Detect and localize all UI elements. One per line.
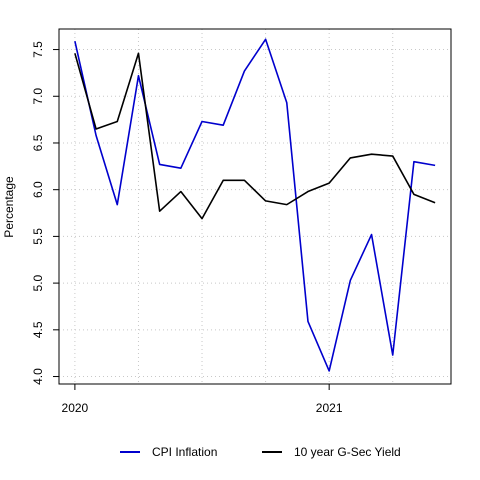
legend-label: CPI Inflation [152,445,217,459]
x-tick-label: 2021 [316,401,343,415]
legend-label: 10 year G-Sec Yield [294,445,401,459]
y-tick-label: 7.0 [31,88,45,105]
y-tick-label: 4.0 [31,368,45,385]
series-line-cpi-inflation [74,38,436,372]
legend: CPI Inflation 10 year G-Sec Yield [120,445,401,459]
series-lines [74,38,436,372]
y-tick-label: 5.0 [31,274,45,291]
y-axis: 4.0 4.5 5.0 5.5 6.0 6.5 7.0 7.5 [31,41,60,385]
series-line-gsec-yield [74,52,436,220]
x-tick-label: 2020 [62,401,89,415]
y-tick-label: 4.5 [31,321,45,338]
y-tick-label: 6.0 [31,181,45,198]
y-axis-title: Percentage [2,176,16,238]
x-axis: 2020 2021 [62,384,343,415]
y-tick-label: 5.5 [31,228,45,245]
grid [59,29,451,384]
y-tick-label: 6.5 [31,134,45,151]
y-tick-label: 7.5 [31,41,45,58]
plot-area-border [58,28,452,385]
